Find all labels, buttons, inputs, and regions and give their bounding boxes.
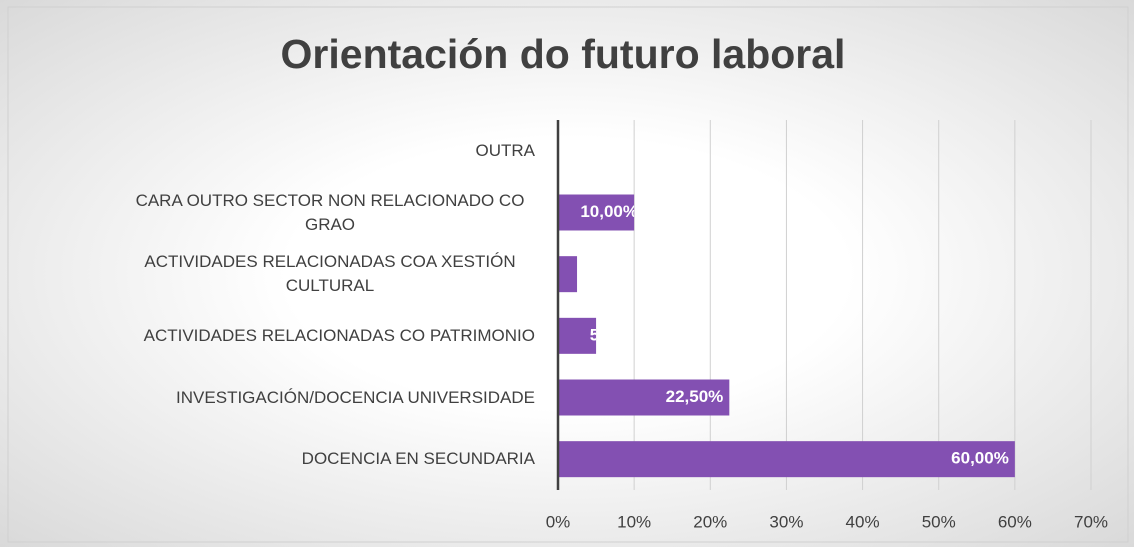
x-tick-label: 0% xyxy=(546,512,571,531)
bar xyxy=(558,194,635,231)
x-tick-label: 10% xyxy=(617,512,651,531)
bar xyxy=(558,379,730,416)
chart-border xyxy=(7,6,1129,543)
bar xyxy=(558,317,597,354)
x-tick-label: 40% xyxy=(846,512,880,531)
chart-title: Orientación do futuro laboral xyxy=(281,31,846,77)
y-tick-label: DOCENCIA EN SECUNDARIA xyxy=(301,449,535,469)
data-label: 22,50% xyxy=(666,387,724,406)
x-tick-label: 70% xyxy=(1074,512,1108,531)
data-label: 10,00% xyxy=(580,202,638,221)
x-tick-label: 30% xyxy=(769,512,803,531)
y-tick-label: OUTRA xyxy=(475,140,536,160)
y-tick-label: INVESTIGACIÓN/DOCENCIA UNIVERSIDADE xyxy=(176,387,535,407)
x-tick-label: 20% xyxy=(693,512,727,531)
data-label: 5,00% xyxy=(590,325,638,344)
data-label: 2,50% xyxy=(590,264,638,283)
bar xyxy=(558,256,578,293)
bar xyxy=(558,441,1015,478)
y-tick-label: ACTIVIDADES RELACIONADAS COA XESTIÓN CUL… xyxy=(144,252,516,296)
x-tick-label: 60% xyxy=(998,512,1032,531)
x-tick-label: 50% xyxy=(922,512,956,531)
y-tick-label: ACTIVIDADES RELACIONADAS CO PATRIMONIO xyxy=(143,325,535,345)
data-label: 60,00% xyxy=(951,449,1009,468)
y-tick-label: CARA OUTRO SECTOR NON RELACIONADO CO GRA… xyxy=(135,190,525,234)
